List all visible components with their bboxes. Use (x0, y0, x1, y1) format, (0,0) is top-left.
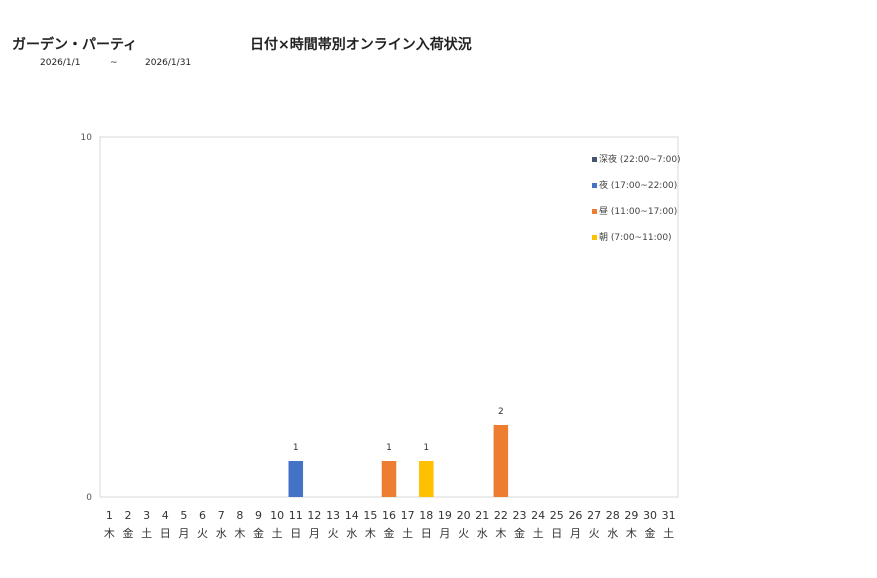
x-tick-weekday-6: 火 (197, 527, 208, 540)
x-tick-weekday-17: 土 (402, 527, 413, 540)
x-tick-weekday-1: 木 (104, 527, 115, 540)
x-tick-day-2: 2 (124, 509, 131, 522)
x-tick-weekday-21: 水 (477, 527, 488, 540)
x-tick-day-23: 23 (513, 509, 527, 522)
x-tick-day-26: 26 (568, 509, 582, 522)
x-tick-day-25: 25 (550, 509, 564, 522)
x-tick-weekday-30: 金 (645, 526, 656, 540)
x-tick-weekday-8: 木 (234, 527, 245, 540)
x-tick-day-10: 10 (270, 509, 284, 522)
data-label-day-18: 1 (423, 443, 429, 453)
data-label-day-16: 1 (386, 443, 392, 453)
date-separator: ~ (110, 58, 118, 68)
x-tick-weekday-2: 金 (122, 526, 133, 540)
legend-label-2: 昼 (11:00~17:00) (599, 206, 677, 217)
x-tick-weekday-13: 火 (328, 527, 339, 540)
bar-day-22-series-2 (493, 425, 509, 497)
x-tick-day-18: 18 (419, 509, 433, 522)
x-tick-weekday-19: 月 (439, 527, 450, 540)
x-tick-day-12: 12 (307, 509, 321, 522)
data-label-day-11: 1 (293, 443, 299, 453)
x-tick-weekday-28: 水 (607, 527, 618, 540)
x-tick-day-13: 13 (326, 509, 340, 522)
x-tick-day-7: 7 (218, 509, 225, 522)
x-tick-weekday-7: 水 (216, 527, 227, 540)
x-tick-weekday-12: 月 (309, 527, 320, 540)
legend-label-3: 朝 (7:00~11:00) (599, 232, 672, 243)
x-tick-weekday-31: 土 (663, 527, 674, 540)
x-tick-day-16: 16 (382, 509, 396, 522)
x-tick-weekday-22: 木 (495, 527, 506, 540)
x-tick-weekday-14: 水 (346, 527, 357, 540)
x-tick-day-22: 22 (494, 509, 508, 522)
bar-day-11-series-1 (288, 461, 304, 497)
x-tick-weekday-27: 火 (589, 527, 600, 540)
x-tick-weekday-20: 火 (458, 527, 469, 540)
x-tick-day-17: 17 (401, 509, 415, 522)
store-name: ガーデン・パーティ (12, 37, 138, 53)
x-tick-day-28: 28 (606, 509, 620, 522)
y-tick-label: 10 (81, 133, 93, 143)
x-tick-day-19: 19 (438, 509, 452, 522)
x-tick-weekday-16: 金 (384, 526, 395, 540)
x-tick-day-30: 30 (643, 509, 657, 522)
legend-label-1: 夜 (17:00~22:00) (599, 179, 677, 191)
date-from: 2026/1/1 (40, 58, 81, 68)
bar-day-16-series-2 (381, 461, 397, 497)
x-tick-weekday-9: 金 (253, 526, 264, 540)
legend-label-0: 深夜 (22:00~7:00) (599, 153, 681, 165)
x-tick-weekday-25: 日 (551, 527, 562, 540)
x-tick-day-8: 8 (236, 509, 243, 522)
x-tick-weekday-3: 土 (141, 527, 152, 540)
y-tick-label: 0 (86, 493, 92, 503)
x-tick-weekday-4: 日 (160, 527, 171, 540)
bar-day-18-series-3 (419, 461, 434, 497)
legend-swatch-0 (592, 157, 597, 162)
x-tick-day-3: 3 (143, 509, 150, 522)
chart-title: 日付×時間帯別オンライン入荷状況 (250, 37, 472, 53)
x-tick-day-31: 31 (662, 509, 676, 522)
x-tick-day-5: 5 (180, 509, 187, 522)
x-tick-day-24: 24 (531, 509, 545, 522)
x-tick-weekday-26: 月 (570, 527, 581, 540)
x-tick-day-6: 6 (199, 509, 206, 522)
x-tick-day-21: 21 (475, 509, 489, 522)
x-tick-weekday-10: 土 (272, 527, 283, 540)
x-tick-day-9: 9 (255, 509, 262, 522)
x-tick-weekday-23: 金 (514, 526, 525, 540)
x-tick-day-4: 4 (162, 509, 169, 522)
x-tick-weekday-11: 日 (290, 527, 301, 540)
x-tick-weekday-29: 木 (626, 527, 637, 540)
date-to: 2026/1/31 (145, 58, 192, 68)
legend-swatch-3 (592, 235, 597, 240)
legend-swatch-1 (592, 183, 597, 188)
data-label-day-22: 2 (498, 407, 504, 417)
x-tick-weekday-24: 土 (533, 527, 544, 540)
legend-swatch-2 (592, 209, 597, 214)
x-tick-day-29: 29 (624, 509, 638, 522)
x-tick-weekday-15: 木 (365, 527, 376, 540)
x-tick-day-1: 1 (106, 509, 113, 522)
x-tick-day-15: 15 (363, 509, 377, 522)
x-tick-weekday-5: 月 (178, 527, 189, 540)
x-tick-day-20: 20 (457, 509, 471, 522)
x-tick-weekday-18: 日 (421, 527, 432, 540)
x-tick-day-11: 11 (289, 509, 303, 522)
x-tick-day-14: 14 (345, 509, 359, 522)
x-tick-day-27: 27 (587, 509, 601, 522)
